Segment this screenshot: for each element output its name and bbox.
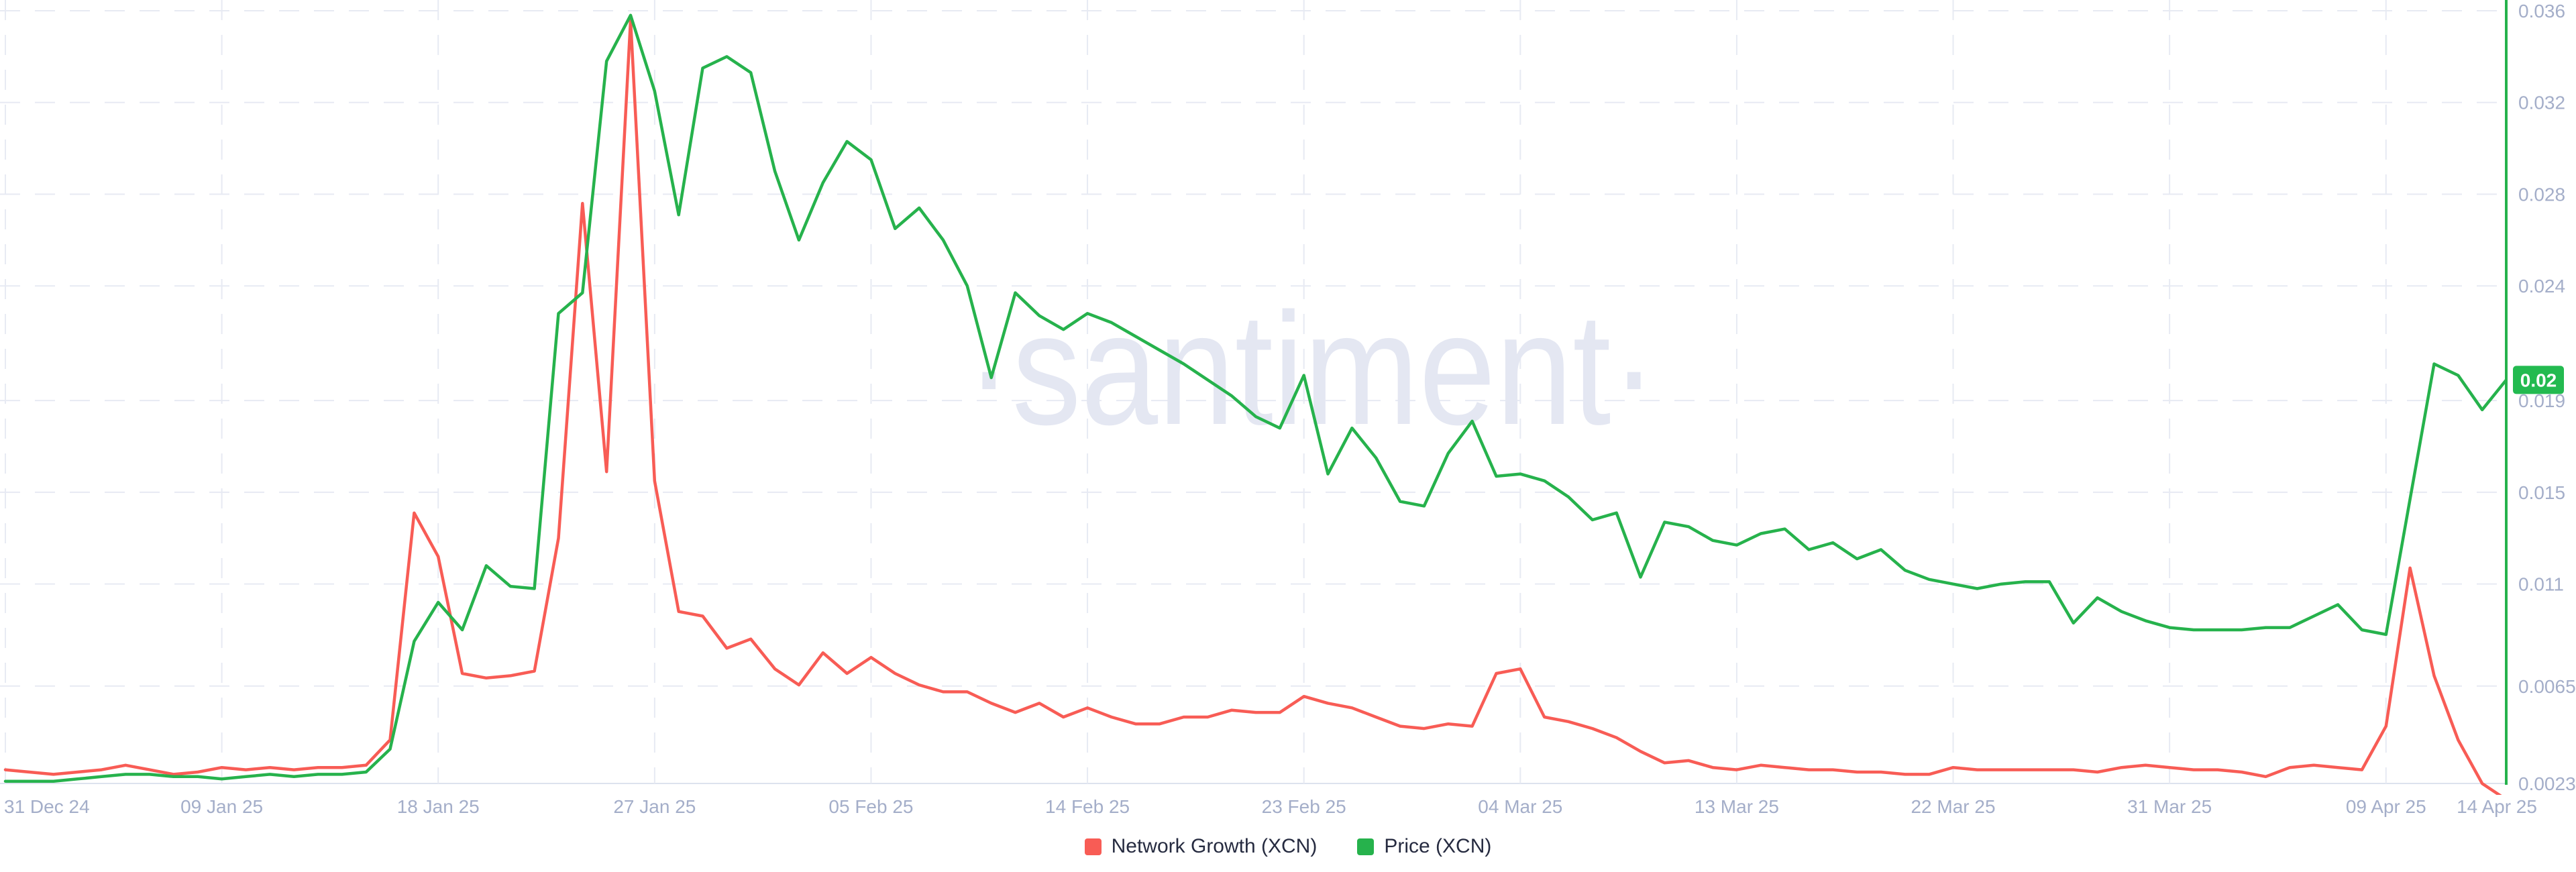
- x-axis-tick-label: 05 Feb 25: [828, 796, 913, 817]
- y-axis-tick-label: 0.024: [2518, 276, 2565, 296]
- legend-item-network-growth[interactable]: Network Growth (XCN): [1084, 835, 1318, 858]
- current-price-badge: 0.02: [2513, 366, 2564, 394]
- x-axis-tick-label: 09 Jan 25: [180, 796, 263, 817]
- x-axis-tick-label: 09 Apr 25: [2346, 796, 2426, 817]
- x-axis-tick-label: 13 Mar 25: [1695, 796, 1779, 817]
- series-layer: [3, 13, 2506, 795]
- x-axis-tick-label: 18 Jan 25: [397, 796, 480, 817]
- x-axis-tick-label: 27 Jan 25: [613, 796, 696, 817]
- y-axis-tick-label: 0.011: [2518, 574, 2564, 595]
- network-growth-swatch-icon: [1084, 838, 1102, 855]
- price-swatch-icon: [1357, 838, 1375, 855]
- current-price-badge-value: 0.02: [2520, 370, 2557, 390]
- grid-layer: [0, 0, 2506, 784]
- price-line: [3, 13, 2506, 783]
- y-axis-tick-label: 0.032: [2518, 93, 2565, 113]
- x-axis-tick-label: 23 Feb 25: [1262, 796, 1346, 817]
- x-axis-tick-label: 31 Dec 24: [4, 796, 90, 817]
- x-axis-tick-label: 22 Mar 25: [1911, 796, 1995, 817]
- axis-layer: 0.0360.0320.0280.0240.0190.0150.0110.006…: [4, 0, 2576, 817]
- y-axis-tick-label: 0.006551: [2518, 676, 2576, 697]
- x-axis-tick-label: 14 Apr 25: [2457, 796, 2537, 817]
- x-axis-tick-label: 14 Feb 25: [1045, 796, 1130, 817]
- y-axis-tick-label: 0.028: [2518, 184, 2565, 205]
- current-price-badge-bg: [2513, 366, 2564, 394]
- y-axis-tick-label: 0.015: [2518, 482, 2565, 503]
- x-axis-tick-label: 04 Mar 25: [1478, 796, 1562, 817]
- legend: Network Growth (XCN) Price (XCN): [0, 826, 2576, 867]
- x-axis-tick-label: 31 Mar 25: [2127, 796, 2212, 817]
- network-growth-line: [3, 18, 2502, 795]
- network-growth-legend-label: Network Growth (XCN): [1111, 835, 1318, 857]
- santiment-watermark: ·santiment·: [966, 280, 1657, 458]
- y-axis-tick-label: 0.002303: [2518, 773, 2576, 794]
- price-legend-label: Price (XCN): [1384, 835, 1492, 857]
- legend-item-price[interactable]: Price (XCN): [1357, 835, 1491, 858]
- y-axis-tick-label: 0.036: [2518, 1, 2565, 21]
